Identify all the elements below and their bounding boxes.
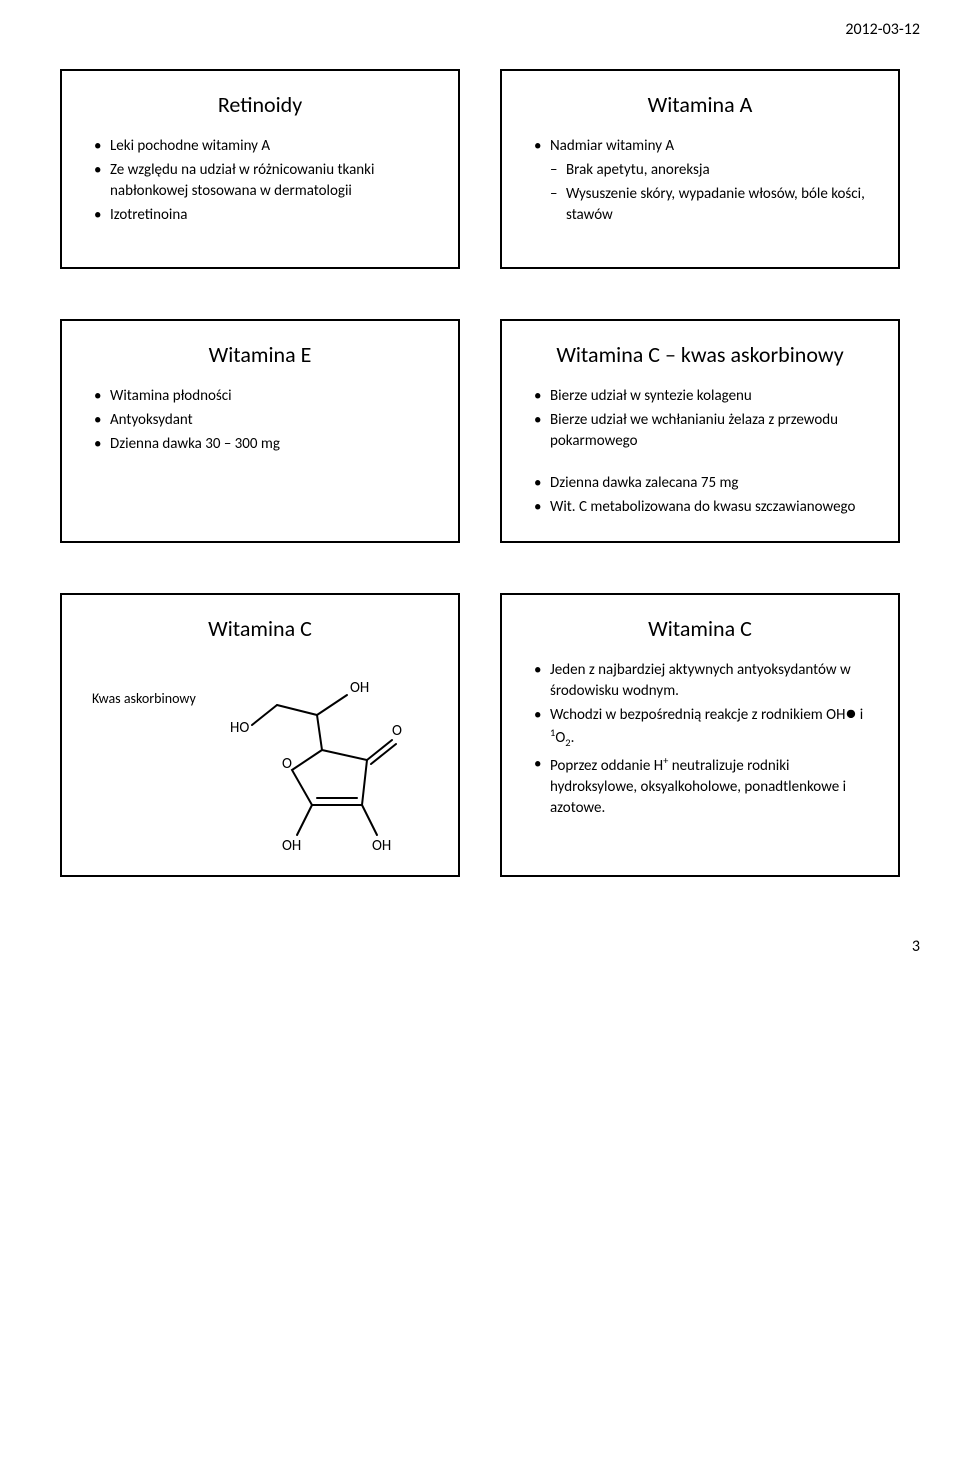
- svg-text:O: O: [282, 755, 292, 773]
- slide-title: Witamina A: [532, 91, 868, 118]
- text: O: [555, 729, 565, 747]
- bullet: Nadmiar witaminy A: [532, 136, 868, 157]
- header-date: 2012-03-12: [845, 20, 920, 39]
- slide-row-3: Witamina C Kwas askorbinowy: [60, 593, 900, 877]
- slide-retinoidy: Retinoidy Leki pochodne witaminy A Ze wz…: [60, 69, 460, 269]
- slide-title: Retinoidy: [92, 91, 428, 118]
- bullet: Bierze udział we wchłanianiu żelaza z pr…: [532, 410, 868, 452]
- bullet: Dzienna dawka 30 – 300 mg: [92, 434, 428, 455]
- page-header: 2012-03-12: [0, 0, 960, 39]
- page-number: 3: [912, 937, 920, 956]
- text: Poprzez oddanie H: [550, 757, 663, 775]
- text: i: [856, 706, 863, 724]
- sub-bullet-list: Brak apetytu, anoreksja Wysuszenie skóry…: [550, 160, 868, 226]
- bullet-list: Dzienna dawka zalecana 75 mg Wit. C meta…: [532, 473, 868, 518]
- slide-title: Witamina C: [532, 615, 868, 642]
- bullet: Poprzez oddanie H+ neutralizuje rodniki …: [532, 754, 868, 819]
- svg-text:HO: HO: [230, 719, 249, 737]
- page-footer: 3: [0, 927, 960, 976]
- sub-bullet: Brak apetytu, anoreksja: [550, 160, 868, 181]
- bullet: Bierze udział w syntezie kolagenu: [532, 386, 868, 407]
- slide-title: Witamina C – kwas askorbinowy: [532, 341, 868, 368]
- bullet-list: Bierze udział w syntezie kolagenu Bierze…: [532, 386, 868, 452]
- bullet: Witamina płodności: [92, 386, 428, 407]
- slide-row-2: Witamina E Witamina płodności Antyoksyda…: [60, 319, 900, 543]
- slide-title: Witamina E: [92, 341, 428, 368]
- bullet: Wchodzi w bezpośrednią reakcje z rodniki…: [532, 705, 868, 751]
- svg-text:O: O: [392, 722, 402, 740]
- text: .: [571, 729, 575, 747]
- bullet: Jeden z najbardziej aktywnych antyoksyda…: [532, 660, 868, 702]
- slide-title: Witamina C: [92, 615, 428, 642]
- bullet: Leki pochodne witaminy A: [92, 136, 428, 157]
- bullet: Dzienna dawka zalecana 75 mg: [532, 473, 868, 494]
- slide-row-1: Retinoidy Leki pochodne witaminy A Ze wz…: [60, 69, 900, 269]
- bullet-list: Witamina płodności Antyoksydant Dzienna …: [92, 386, 428, 455]
- bullet: Izotretinoina: [92, 205, 428, 226]
- svg-text:OH: OH: [282, 837, 301, 855]
- ascorbic-label: Kwas askorbinowy: [92, 690, 196, 707]
- slide-witamina-a: Witamina A Nadmiar witaminy A Brak apety…: [500, 69, 900, 269]
- slide-witamina-c-antioxidant: Witamina C Jeden z najbardziej aktywnych…: [500, 593, 900, 877]
- slide-witamina-e: Witamina E Witamina płodności Antyoksyda…: [60, 319, 460, 543]
- page-content: Retinoidy Leki pochodne witaminy A Ze wz…: [0, 39, 960, 877]
- text: Wchodzi w bezpośrednią reakcje z rodniki…: [550, 706, 845, 724]
- bullet-list: Jeden z najbardziej aktywnych antyoksyda…: [532, 660, 868, 819]
- radical-dot-icon: ●: [845, 702, 856, 724]
- sub-bullet: Wysuszenie skóry, wypadanie włosów, bóle…: [550, 184, 868, 226]
- slide-witamina-c-askorbinowy: Witamina C – kwas askorbinowy Bierze udz…: [500, 319, 900, 543]
- svg-text:OH: OH: [350, 679, 369, 697]
- bullet-list: Leki pochodne witaminy A Ze względu na u…: [92, 136, 428, 226]
- molecule-block: Kwas askorbinowy: [92, 660, 428, 855]
- svg-text:OH: OH: [372, 837, 391, 855]
- ascorbic-acid-structure-icon: O OH OH OH HO O: [216, 660, 428, 855]
- bullet-list: Nadmiar witaminy A: [532, 136, 868, 157]
- slide-witamina-c-structure: Witamina C Kwas askorbinowy: [60, 593, 460, 877]
- bullet: Wit. C metabolizowana do kwasu szczawian…: [532, 497, 868, 518]
- bullet: Antyoksydant: [92, 410, 428, 431]
- bullet: Ze względu na udział w różnicowaniu tkan…: [92, 160, 428, 202]
